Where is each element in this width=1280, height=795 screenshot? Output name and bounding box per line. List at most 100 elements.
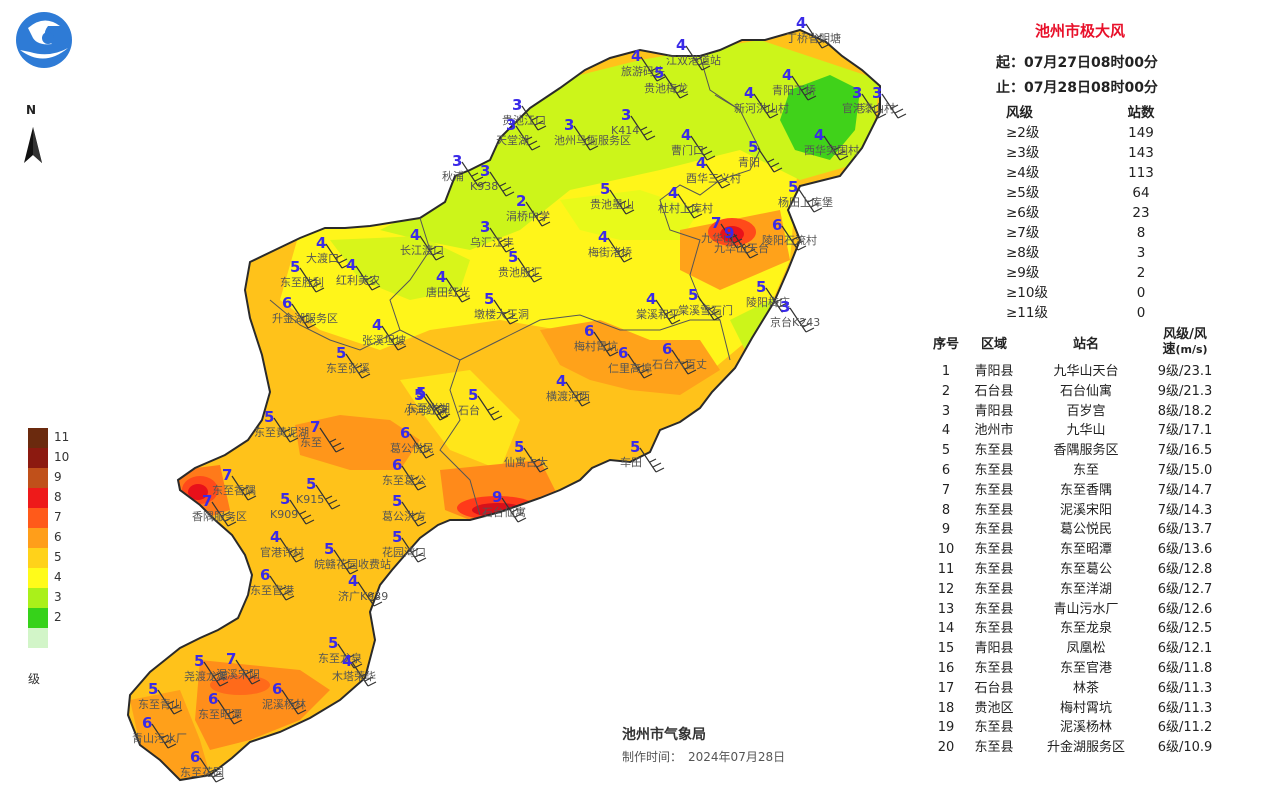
station-wind-level: 7	[711, 214, 721, 232]
rank-value: 7级/15.0	[1157, 462, 1213, 478]
wind-barb-icon	[565, 381, 591, 407]
legend-swatch: 9	[28, 468, 62, 488]
wind-barb-icon	[521, 105, 547, 131]
stats-header: 风级 站数	[1006, 103, 1166, 123]
rank-area: 青阳县	[974, 403, 1014, 419]
station-name: 杜村上库村	[658, 201, 713, 215]
stats-header-level: 风级	[1006, 105, 1033, 121]
col-wind-label2: 速	[1162, 342, 1176, 357]
rank-value: 6级/12.7	[1157, 581, 1213, 597]
station-name: 新河洪山村	[734, 101, 789, 115]
station-marker: 青阳5	[738, 138, 783, 173]
station-wind-level: 3	[872, 84, 882, 102]
ranking-row: 10 东至县 东至昭潭 6级/13.6	[932, 540, 1232, 560]
rank-no: 16	[937, 660, 955, 676]
station-wind-level: 3	[780, 298, 790, 316]
legend-label: 9	[54, 470, 62, 484]
rank-no: 5	[941, 443, 951, 459]
wind-barb-icon	[151, 723, 177, 749]
wind-barb-icon	[425, 393, 451, 419]
ranking-row: 15 青阳县 凤凰松 6级/12.1	[932, 639, 1232, 659]
map-title: 池州市极大风	[1034, 22, 1125, 40]
station-wind-level: 4	[631, 47, 641, 65]
stats-row: ≥5级 64	[1006, 183, 1166, 203]
ranking-row: 8 东至县 泥溪宋阳 7级/14.3	[932, 501, 1232, 521]
rank-station: 东至龙泉	[1059, 621, 1112, 637]
rank-station: 东至洋湖	[1059, 581, 1112, 597]
station-name: 陵阳石流村	[762, 233, 817, 247]
station-wind-level: 3	[564, 116, 574, 134]
wind-barb-icon	[291, 303, 317, 329]
level-stats-table: 风级 站数 ≥2级 149 ≥3级 143 ≥4级 113 ≥5级 64 ≥6级 23 ≥7级 8 ≥8…	[1006, 103, 1166, 323]
rank-no: 11	[937, 561, 955, 577]
station-wind-level: 6	[190, 748, 200, 766]
rank-area: 青阳县	[974, 364, 1014, 379]
rank-value: 7级/14.7	[1157, 482, 1213, 498]
station-name: 东至龙泉	[318, 651, 362, 665]
legend-label: 6	[54, 530, 62, 544]
station-wind-level: 4	[346, 256, 356, 274]
stats-row: ≥2级 149	[1006, 123, 1166, 143]
station-name: 贵池梅龙	[644, 81, 688, 95]
station-wind-level: 9	[724, 224, 734, 242]
station-wind-level: 4	[744, 84, 754, 102]
stats-level: ≥10级	[1006, 285, 1048, 301]
station-name: 乌汇江丰	[470, 235, 514, 249]
station-wind-level: 5	[148, 680, 158, 698]
rank-value: 6级/10.9	[1157, 740, 1213, 756]
ranking-row: 11 东至县 东至葛公 6级/12.8	[932, 560, 1232, 580]
col-no: 序号	[932, 336, 959, 352]
wind-barb-icon	[477, 395, 503, 421]
station-wind-level: 6	[272, 680, 282, 698]
stats-row: ≥3级 143	[1006, 143, 1166, 163]
rank-area: 东至县	[974, 522, 1014, 538]
station-name: 车田	[620, 455, 642, 469]
station-name: 东至花园	[180, 766, 224, 779]
rank-station: 梅村霄坑	[1059, 700, 1112, 716]
rank-no: 19	[937, 720, 955, 736]
station-name: K414	[611, 124, 639, 137]
stats-count: 3	[1136, 245, 1146, 261]
station-wind-level: 5	[306, 475, 316, 493]
station-wind-level: 6	[208, 690, 218, 708]
station-name: 棠溪雪石门	[678, 303, 733, 317]
station-name: 泥溪杨林	[262, 697, 306, 711]
wind-barb-icon	[757, 147, 783, 173]
wind-barb-icon	[461, 161, 487, 187]
station-marker: 车田5	[620, 438, 665, 473]
wind-barb-icon	[493, 299, 519, 325]
legend-label: 4	[54, 570, 62, 584]
stats-row: ≥11级 0	[1006, 303, 1166, 323]
wind-barb-icon	[419, 235, 445, 261]
wind-barb-icon	[720, 223, 746, 249]
rank-value: 6级/11.8	[1157, 660, 1213, 676]
legend-label: 5	[54, 550, 62, 564]
wind-barb-icon	[381, 325, 407, 351]
wind-barb-icon	[671, 349, 697, 375]
ranking-row: 4 池州市 九华山 7级/17.1	[932, 421, 1232, 441]
station-wind-level: 4	[668, 184, 678, 202]
legend-unit: 级	[28, 672, 41, 686]
wind-barb-icon	[489, 171, 515, 197]
wind-barb-icon	[663, 73, 689, 99]
station-name: 小河红旗	[404, 403, 448, 417]
station-name: 长江渡口	[400, 243, 444, 257]
ranking-row: 14 东至县 东至龙泉 6级/12.5	[932, 619, 1232, 639]
station-name: 仁里高埠	[608, 361, 652, 375]
station-wind-level: 5	[468, 386, 478, 404]
wind-barb-icon	[655, 299, 681, 325]
station-wind-level: 5	[264, 408, 274, 426]
